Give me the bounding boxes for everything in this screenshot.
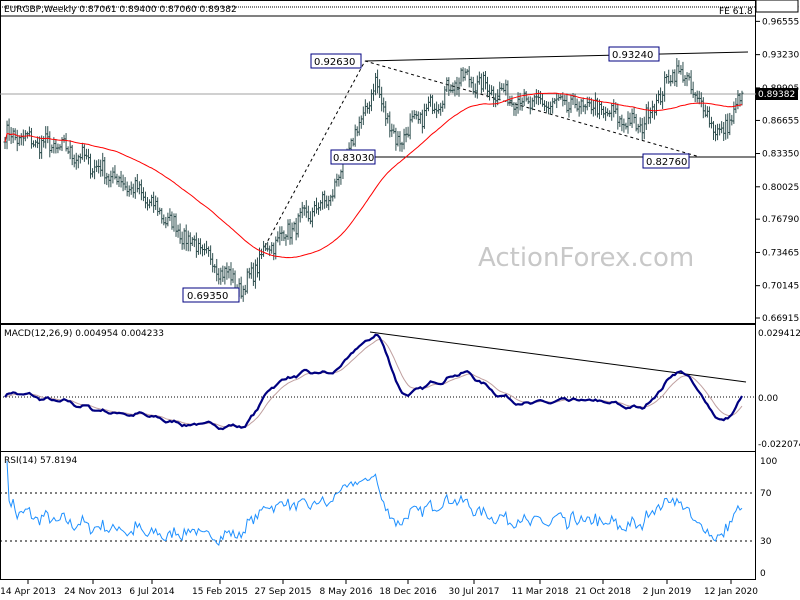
price-tick-label: 0.83350 bbox=[762, 150, 799, 160]
resistance-line bbox=[364, 51, 749, 62]
level-label-high-2016: 0.92630 bbox=[310, 53, 362, 69]
rsi-line bbox=[6, 460, 743, 547]
x-tick-label: 8 May 2016 bbox=[320, 587, 373, 597]
fe-label: FE 61.8 bbox=[719, 7, 753, 17]
price-tick-label: 0.70145 bbox=[762, 282, 799, 292]
price-tick-label: 0.96555 bbox=[762, 17, 799, 27]
svg-text:0.93240: 0.93240 bbox=[612, 50, 653, 61]
macd-tick-zero: 0.00 bbox=[758, 394, 778, 404]
x-axis: 14 Apr 2013 24 Nov 2013 6 Jul 2014 15 Feb 2… bbox=[0, 580, 758, 597]
fe-price-tag bbox=[755, 0, 799, 13]
rsi-tick-70: 70 bbox=[760, 489, 772, 499]
sma-line bbox=[4, 92, 743, 259]
macd-plot bbox=[0, 331, 756, 431]
rsi-tick-30: 30 bbox=[760, 537, 772, 547]
x-tick-label: 21 Oct 2018 bbox=[575, 587, 631, 597]
last-price-tag: 0.89382 bbox=[756, 88, 798, 100]
x-tick-label: 30 Jul 2017 bbox=[449, 587, 500, 597]
price-panel-frame bbox=[0, 0, 756, 324]
watermark: ActionForex.com bbox=[478, 243, 694, 273]
price-tick-label: 0.86655 bbox=[762, 116, 799, 126]
level-label-low-2016: 0.83030 bbox=[330, 149, 376, 165]
level-label-low-2019: 0.82760 bbox=[642, 153, 690, 169]
rsi-panel-header: RSI(14) 57.8194 bbox=[4, 456, 77, 466]
svg-text:0.89382: 0.89382 bbox=[758, 90, 795, 100]
x-tick-label: 18 Dec 2016 bbox=[379, 587, 437, 597]
macd-panel-header: MACD(12,26,9) 0.004954 0.004233 bbox=[4, 329, 164, 339]
price-plot: FE 61.8 bbox=[0, 6, 756, 302]
rsi-plot bbox=[0, 460, 756, 547]
rally-dashed-line bbox=[264, 60, 366, 247]
x-tick-label: 15 Feb 2015 bbox=[192, 587, 248, 597]
price-tick-label: 0.80025 bbox=[762, 183, 799, 193]
svg-text:0.82760: 0.82760 bbox=[646, 157, 687, 168]
price-panel-header: EURGBP,Weekly 0.87061 0.89400 0.87060 0.… bbox=[4, 5, 237, 15]
level-label-low-2015: 0.69350 bbox=[182, 287, 240, 303]
macd-tick-bottom: -0.022074 bbox=[758, 440, 800, 450]
price-tick-label: 0.73465 bbox=[762, 248, 799, 258]
macd-line bbox=[4, 333, 743, 431]
price-tick-label: 0.66915 bbox=[762, 314, 799, 324]
x-tick-label: 12 Jan 2020 bbox=[704, 587, 758, 597]
x-tick-label: 14 Apr 2013 bbox=[0, 587, 56, 597]
macd-signal-line bbox=[4, 338, 743, 428]
rsi-tick-100: 100 bbox=[760, 457, 777, 467]
x-tick-label: 24 Nov 2013 bbox=[64, 587, 122, 597]
price-axis: 0.979900.965550.932300.899050.866550.833… bbox=[756, 3, 799, 324]
svg-text:0.92630: 0.92630 bbox=[314, 57, 355, 68]
rsi-panel-frame bbox=[0, 451, 756, 580]
level-label-high-2019: 0.93240 bbox=[608, 46, 660, 62]
macd-panel-frame bbox=[0, 324, 756, 452]
x-tick-label: 2 Jun 2019 bbox=[643, 587, 692, 597]
price-tick-label: 0.76790 bbox=[762, 215, 799, 225]
macd-trend-line bbox=[369, 331, 747, 383]
x-tick-label: 6 Jul 2014 bbox=[129, 587, 174, 597]
svg-text:0.69350: 0.69350 bbox=[187, 291, 228, 302]
svg-text:0.83030: 0.83030 bbox=[333, 153, 374, 164]
x-tick-label: 11 Mar 2018 bbox=[511, 587, 568, 597]
price-tick-label: 0.93230 bbox=[762, 51, 799, 61]
x-tick-label: 27 Sep 2015 bbox=[254, 587, 311, 597]
rsi-tick-0: 0 bbox=[760, 569, 766, 579]
macd-tick-top: 0.029412 bbox=[758, 329, 800, 339]
